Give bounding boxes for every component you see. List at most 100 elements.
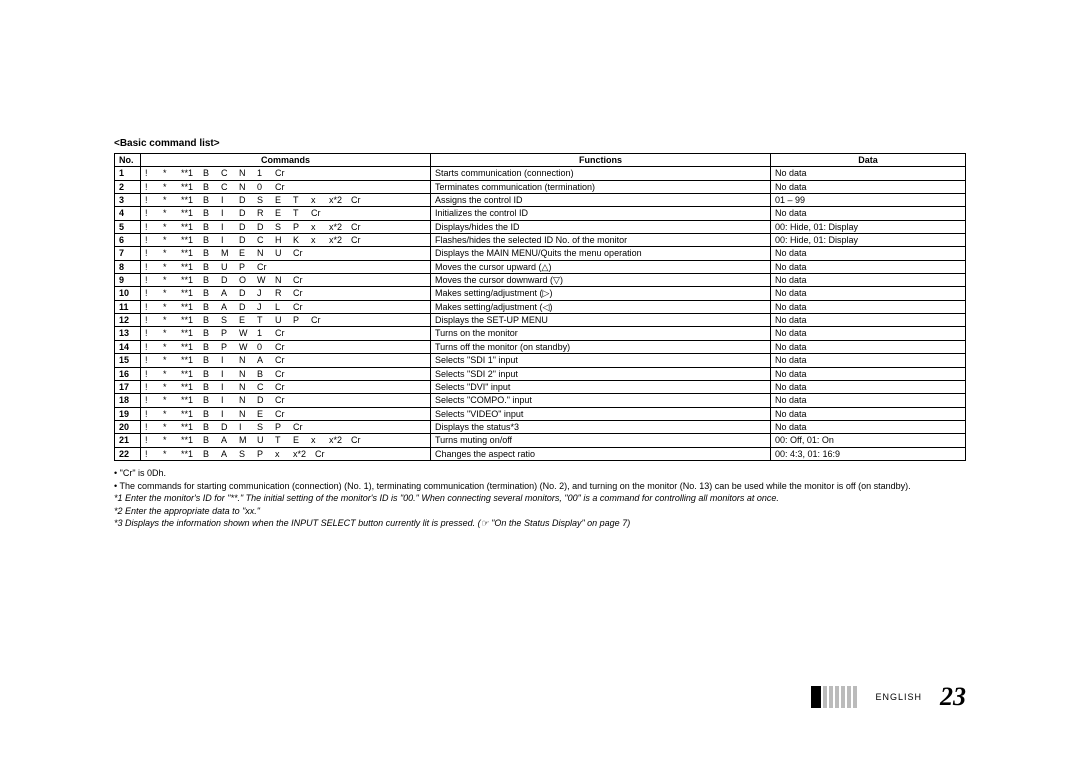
cell-command: !***1BPW0Cr — [141, 340, 431, 353]
table-row: 12!***1BSETUPCrDisplays the SET-UP MENUN… — [115, 314, 966, 327]
header-commands: Commands — [141, 154, 431, 167]
cell-command: !***1BIDCHKxx*2Cr — [141, 234, 431, 247]
table-row: 8!***1BUPCrMoves the cursor upward (△)No… — [115, 260, 966, 273]
page-number: 23 — [940, 682, 966, 712]
table-row: 3!***1BIDSETxx*2CrAssigns the control ID… — [115, 194, 966, 207]
cell-function: Selects "SDI 2" input — [431, 367, 771, 380]
table-header-row: No. Commands Functions Data — [115, 154, 966, 167]
table-row: 7!***1BMENUCrDisplays the MAIN MENU/Quit… — [115, 247, 966, 260]
cell-data: No data — [771, 207, 966, 220]
cell-no: 10 — [115, 287, 141, 300]
table-row: 13!***1BPW1CrTurns on the monitorNo data — [115, 327, 966, 340]
cell-data: No data — [771, 180, 966, 193]
cell-no: 21 — [115, 434, 141, 447]
table-row: 14!***1BPW0CrTurns off the monitor (on s… — [115, 340, 966, 353]
header-functions: Functions — [431, 154, 771, 167]
table-row: 21!***1BAMUTExx*2CrTurns muting on/off00… — [115, 434, 966, 447]
cell-no: 9 — [115, 274, 141, 287]
note-line: *1 Enter the monitor's ID for "**." The … — [114, 492, 966, 505]
cell-command: !***1BSETUPCr — [141, 314, 431, 327]
cell-no: 15 — [115, 354, 141, 367]
cell-command: !***1BMENUCr — [141, 247, 431, 260]
cell-data: 00: Off, 01: On — [771, 434, 966, 447]
table-row: 18!***1BINDCrSelects "COMPO." inputNo da… — [115, 394, 966, 407]
cell-command: !***1BINCCr — [141, 380, 431, 393]
cell-function: Makes setting/adjustment (▷) — [431, 287, 771, 300]
cell-function: Displays the status*3 — [431, 420, 771, 433]
cell-data: No data — [771, 420, 966, 433]
table-row: 15!***1BINACrSelects "SDI 1" inputNo dat… — [115, 354, 966, 367]
cell-no: 18 — [115, 394, 141, 407]
cell-function: Turns on the monitor — [431, 327, 771, 340]
cell-command: !***1BPW1Cr — [141, 327, 431, 340]
note-line: *2 Enter the appropriate data to "xx." — [114, 505, 966, 518]
cell-no: 14 — [115, 340, 141, 353]
cell-function: Turns off the monitor (on standby) — [431, 340, 771, 353]
cell-command: !***1BINECr — [141, 407, 431, 420]
note-line: *3 Displays the information shown when t… — [114, 517, 966, 530]
notes: • "Cr" is 0Dh. • The commands for starti… — [114, 467, 966, 530]
cell-no: 17 — [115, 380, 141, 393]
cell-command: !***1BINBCr — [141, 367, 431, 380]
table-row: 2!***1BCN0CrTerminates communication (te… — [115, 180, 966, 193]
cell-no: 19 — [115, 407, 141, 420]
cell-function: Selects "DVI" input — [431, 380, 771, 393]
header-data: Data — [771, 154, 966, 167]
cell-data: 01 – 99 — [771, 194, 966, 207]
table-row: 16!***1BINBCrSelects "SDI 2" inputNo dat… — [115, 367, 966, 380]
cell-command: !***1BINACr — [141, 354, 431, 367]
cell-function: Selects "SDI 1" input — [431, 354, 771, 367]
cell-data: No data — [771, 354, 966, 367]
cell-function: Selects "VIDEO" input — [431, 407, 771, 420]
cell-no: 2 — [115, 180, 141, 193]
cell-no: 4 — [115, 207, 141, 220]
cell-command: !***1BDISPCr — [141, 420, 431, 433]
cell-data: No data — [771, 407, 966, 420]
table-row: 10!***1BADJRCrMakes setting/adjustment (… — [115, 287, 966, 300]
table-row: 1!***1BCN1CrStarts communication (connec… — [115, 167, 966, 180]
cell-no: 3 — [115, 194, 141, 207]
cell-no: 22 — [115, 447, 141, 460]
cell-data: No data — [771, 327, 966, 340]
table-row: 4!***1BIDRETCrInitializes the control ID… — [115, 207, 966, 220]
cell-no: 16 — [115, 367, 141, 380]
cell-function: Displays the SET-UP MENU — [431, 314, 771, 327]
table-row: 17!***1BINCCrSelects "DVI" inputNo data — [115, 380, 966, 393]
cell-data: No data — [771, 274, 966, 287]
footer-bars-icon — [811, 686, 857, 708]
cell-data: 00: 4:3, 01: 16:9 — [771, 447, 966, 460]
cell-no: 7 — [115, 247, 141, 260]
cell-command: !***1BIDDSPxx*2Cr — [141, 220, 431, 233]
cell-data: No data — [771, 260, 966, 273]
cell-command: !***1BINDCr — [141, 394, 431, 407]
cell-function: Changes the aspect ratio — [431, 447, 771, 460]
cell-command: !***1BADJRCr — [141, 287, 431, 300]
cell-no: 6 — [115, 234, 141, 247]
header-no: No. — [115, 154, 141, 167]
cell-function: Displays the MAIN MENU/Quits the menu op… — [431, 247, 771, 260]
cell-data: No data — [771, 367, 966, 380]
cell-data: 00: Hide, 01: Display — [771, 234, 966, 247]
cell-command: !***1BASPxx*2Cr — [141, 447, 431, 460]
cell-function: Turns muting on/off — [431, 434, 771, 447]
cell-no: 1 — [115, 167, 141, 180]
table-row: 20!***1BDISPCrDisplays the status*3No da… — [115, 420, 966, 433]
table-row: 9!***1BDOWNCrMoves the cursor downward (… — [115, 274, 966, 287]
cell-data: 00: Hide, 01: Display — [771, 220, 966, 233]
note-line: • "Cr" is 0Dh. — [114, 467, 966, 480]
cell-function: Assigns the control ID — [431, 194, 771, 207]
cell-no: 13 — [115, 327, 141, 340]
cell-function: Displays/hides the ID — [431, 220, 771, 233]
cell-function: Initializes the control ID — [431, 207, 771, 220]
cell-command: !***1BCN1Cr — [141, 167, 431, 180]
cell-command: !***1BUPCr — [141, 260, 431, 273]
cell-function: Flashes/hides the selected ID No. of the… — [431, 234, 771, 247]
cell-data: No data — [771, 314, 966, 327]
table-row: 5!***1BIDDSPxx*2CrDisplays/hides the ID0… — [115, 220, 966, 233]
footer: ENGLISH 23 — [811, 682, 966, 712]
cell-command: !***1BAMUTExx*2Cr — [141, 434, 431, 447]
cell-no: 20 — [115, 420, 141, 433]
cell-data: No data — [771, 287, 966, 300]
cell-data: No data — [771, 380, 966, 393]
table-row: 6!***1BIDCHKxx*2CrFlashes/hides the sele… — [115, 234, 966, 247]
